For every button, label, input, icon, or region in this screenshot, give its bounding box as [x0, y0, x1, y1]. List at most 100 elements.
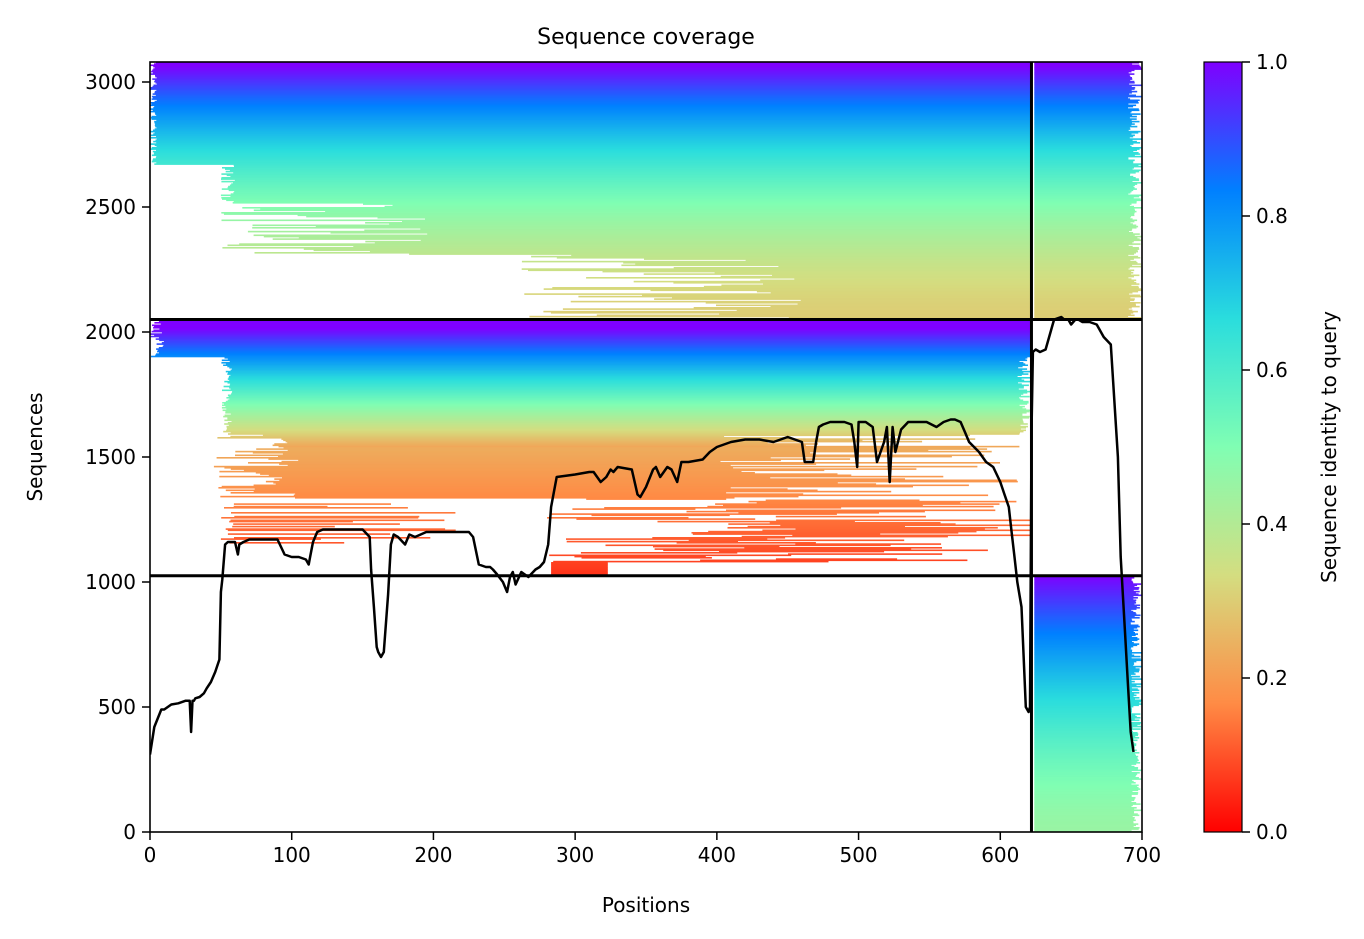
coverage-row — [676, 542, 816, 544]
coverage-row — [571, 254, 1032, 257]
coverage-row — [1034, 583, 1142, 585]
coverage-row — [1034, 594, 1142, 597]
coverage-row — [279, 463, 817, 465]
coverage-row — [1034, 132, 1139, 134]
coverage-row — [1034, 209, 1135, 212]
coverage-row — [1034, 83, 1130, 85]
coverage-row — [298, 237, 1032, 239]
coverage-row — [1034, 122, 1132, 124]
coverage-row — [1034, 278, 1132, 280]
coverage-row — [1034, 310, 1138, 313]
coverage-row — [152, 85, 1032, 88]
coverage-row — [230, 519, 445, 522]
coverage-row — [157, 350, 1032, 353]
coverage-row — [1034, 695, 1134, 698]
coverage-row — [1034, 599, 1137, 602]
coverage-row — [1034, 777, 1139, 779]
coverage-row — [150, 148, 1032, 150]
coverage-row — [1034, 615, 1135, 618]
colorbar-tick-label: 1.0 — [1256, 50, 1288, 74]
coverage-row — [654, 298, 1032, 300]
coverage-row — [162, 345, 1032, 348]
coverage-row — [156, 119, 1032, 122]
coverage-row — [721, 284, 1032, 287]
coverage-row — [1034, 623, 1131, 625]
coverage-row — [1034, 799, 1135, 802]
coverage-row — [1034, 663, 1135, 665]
coverage-row — [1034, 662, 1134, 664]
coverage-row — [551, 562, 608, 564]
coverage-row — [227, 187, 1032, 189]
coverage-row — [1034, 297, 1131, 299]
coverage-row — [231, 183, 1032, 185]
coverage-row — [1034, 165, 1142, 168]
coverage-row — [153, 327, 1032, 329]
coverage-row — [1034, 823, 1139, 825]
colorbar-tick-label: 0.2 — [1256, 666, 1288, 690]
coverage-row — [1034, 684, 1137, 687]
coverage-row — [1034, 184, 1135, 187]
coverage-row — [243, 469, 825, 472]
coverage-row — [1034, 117, 1130, 119]
coverage-row — [221, 177, 1032, 179]
coverage-row — [1034, 149, 1137, 152]
coverage-row — [154, 105, 1032, 108]
coverage-row — [1034, 730, 1133, 733]
coverage-row — [255, 472, 755, 474]
coverage-row — [770, 292, 1032, 294]
coverage-row — [574, 555, 706, 558]
coverage-row — [727, 527, 998, 529]
coverage-row — [427, 233, 1032, 235]
coverage-row — [227, 358, 1026, 360]
coverage-row — [253, 234, 1032, 237]
coverage-row — [1034, 145, 1132, 148]
coverage-row — [1034, 273, 1132, 275]
coverage-row — [154, 163, 1032, 165]
coverage-row — [716, 304, 1032, 307]
coverage-row — [1034, 68, 1142, 70]
coverage-row — [1034, 313, 1131, 315]
coverage-row — [224, 419, 1023, 422]
coverage-row — [150, 333, 1032, 335]
coverage-row — [1034, 650, 1132, 653]
coverage-row — [221, 362, 1024, 364]
coverage-row — [1034, 164, 1139, 167]
coverage-row — [1034, 282, 1137, 284]
coverage-row — [230, 195, 1032, 198]
coverage-row — [1034, 667, 1136, 669]
colorbar-tick-label: 0.6 — [1256, 358, 1288, 382]
coverage-row — [547, 517, 689, 519]
coverage-row — [218, 487, 731, 489]
y-axis-ticks: 0 500 1000 1500 2000 2500 3000 — [85, 70, 150, 844]
coverage-row — [222, 389, 1028, 392]
coverage-row — [795, 543, 942, 545]
coverage-row — [256, 448, 988, 450]
coverage-row — [1034, 92, 1132, 94]
coverage-row — [1034, 742, 1135, 744]
coverage-row — [1034, 80, 1135, 83]
coverage-row — [227, 378, 1022, 380]
coverage-row — [154, 79, 1032, 82]
coverage-row — [1034, 213, 1135, 215]
coverage-row — [272, 238, 1032, 240]
coverage-row — [1034, 232, 1134, 234]
coverage-row — [152, 109, 1032, 112]
coverage-row — [1034, 633, 1138, 635]
coverage-row — [1034, 74, 1130, 77]
coverage-row — [219, 475, 944, 478]
coverage-row — [553, 560, 829, 563]
coverage-row — [1034, 607, 1140, 609]
coverage-row — [1034, 93, 1130, 95]
coverage-row — [1034, 172, 1136, 174]
coverage-row — [233, 182, 1032, 184]
coverage-row — [1034, 208, 1135, 210]
coverage-row — [1034, 179, 1140, 182]
coverage-row — [233, 523, 400, 525]
coverage-row — [1034, 714, 1136, 717]
coverage-row — [1034, 293, 1130, 295]
coverage-row — [1034, 140, 1137, 143]
coverage-row — [1034, 800, 1132, 803]
coverage-row — [1034, 203, 1132, 205]
coverage-row — [1034, 807, 1137, 809]
coverage-row — [230, 374, 1022, 376]
